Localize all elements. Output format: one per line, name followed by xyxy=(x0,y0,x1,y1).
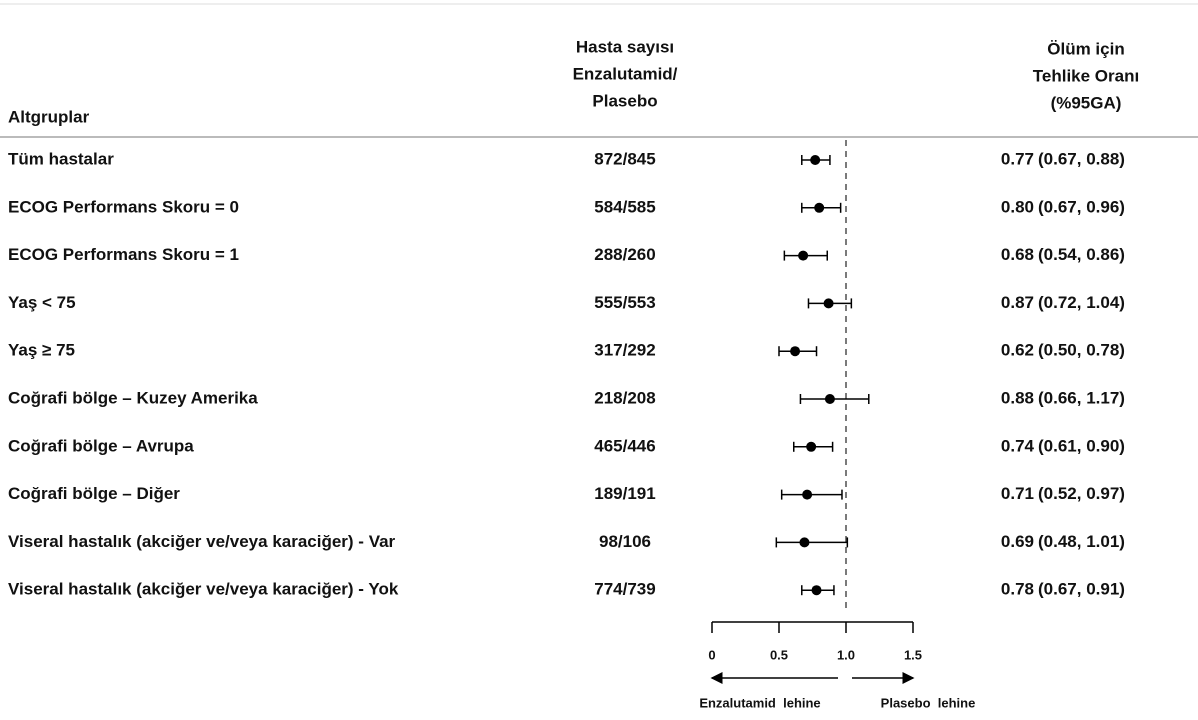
subgroup-label: ECOG Performans Skoru = 1 xyxy=(8,245,239,264)
ci-label: (0.67, 0.91) xyxy=(1038,580,1125,599)
subgroup-label: Tüm hastalar xyxy=(8,149,114,168)
arrow-label: Enzalutamid lehine xyxy=(699,695,820,710)
hr-point xyxy=(806,441,817,452)
n-label: 189/191 xyxy=(594,484,655,503)
x-tick-label: 1.0 xyxy=(837,647,855,662)
n-label: 288/260 xyxy=(594,245,655,264)
subgroup-label: Coğrafi bölge – Diğer xyxy=(8,484,180,503)
n-label: 774/739 xyxy=(594,580,655,599)
hr-value-label: 0.88 xyxy=(1001,388,1034,407)
n-label: 584/585 xyxy=(594,197,655,216)
ci-label: (0.52, 0.97) xyxy=(1038,484,1125,503)
hr-value-label: 0.74 xyxy=(1001,436,1035,455)
hr-point xyxy=(799,537,810,548)
n-label: 465/446 xyxy=(594,436,655,455)
ci-label: (0.67, 0.88) xyxy=(1038,149,1125,168)
subgroup-header: Altgruplar xyxy=(8,107,90,126)
ci-label: (0.67, 0.96) xyxy=(1038,197,1125,216)
subgroup-label: Viseral hastalık (akciğer ve/veya karaci… xyxy=(8,532,396,551)
n-label: 98/106 xyxy=(599,532,651,551)
subgroup-label: Coğrafi bölge – Avrupa xyxy=(8,436,194,455)
hr-point xyxy=(790,346,801,357)
x-tick-label: 0.5 xyxy=(770,647,788,662)
hr-value-label: 0.62 xyxy=(1001,341,1034,360)
n-header: Hasta sayısı xyxy=(576,37,674,56)
n-header: Plasebo xyxy=(592,91,657,110)
n-label: 218/208 xyxy=(594,388,655,407)
hr-point xyxy=(824,394,835,404)
x-tick-label: 0 xyxy=(708,647,715,662)
n-label: 317/292 xyxy=(594,341,655,360)
arrow-label: Plasebo lehine xyxy=(881,695,976,710)
ci-label: (0.50, 0.78) xyxy=(1038,341,1125,360)
hr-point xyxy=(814,202,825,213)
n-header: Enzalutamid/ xyxy=(573,64,678,83)
hr-header: Ölüm için xyxy=(1047,39,1124,58)
hr-value-label: 0.80 xyxy=(1001,197,1034,216)
hr-point xyxy=(811,585,822,596)
hr-point xyxy=(802,489,813,500)
n-label: 872/845 xyxy=(594,149,655,168)
hr-value-label: 0.71 xyxy=(1001,484,1034,503)
subgroup-label: Yaş < 75 xyxy=(8,293,76,312)
subgroup-label: Yaş ≥ 75 xyxy=(8,341,75,360)
x-tick-label: 1.5 xyxy=(904,647,922,662)
subgroup-label: Viseral hastalık (akciğer ve/veya karaci… xyxy=(8,580,399,599)
hr-value-label: 0.68 xyxy=(1001,245,1034,264)
hr-point xyxy=(798,250,809,261)
hr-point xyxy=(823,298,834,309)
hr-header: Tehlike Oranı xyxy=(1033,66,1139,85)
subgroup-label: Coğrafi bölge – Kuzey Amerika xyxy=(8,388,258,407)
subgroup-label: ECOG Performans Skoru = 0 xyxy=(8,197,239,216)
n-label: 555/553 xyxy=(594,293,655,312)
hr-value-label: 0.87 xyxy=(1001,293,1034,312)
hr-point xyxy=(810,155,821,165)
ci-label: (0.72, 1.04) xyxy=(1038,293,1125,312)
ci-label: (0.66, 1.17) xyxy=(1038,388,1125,407)
hr-value-label: 0.78 xyxy=(1001,580,1034,599)
ci-label: (0.61, 0.90) xyxy=(1038,436,1125,455)
ci-label: (0.48, 1.01) xyxy=(1038,532,1125,551)
hr-value-label: 0.77 xyxy=(1001,149,1034,168)
ci-label: (0.54, 0.86) xyxy=(1038,245,1125,264)
hr-value-label: 0.69 xyxy=(1001,532,1034,551)
hr-header: (%95GA) xyxy=(1051,93,1122,112)
